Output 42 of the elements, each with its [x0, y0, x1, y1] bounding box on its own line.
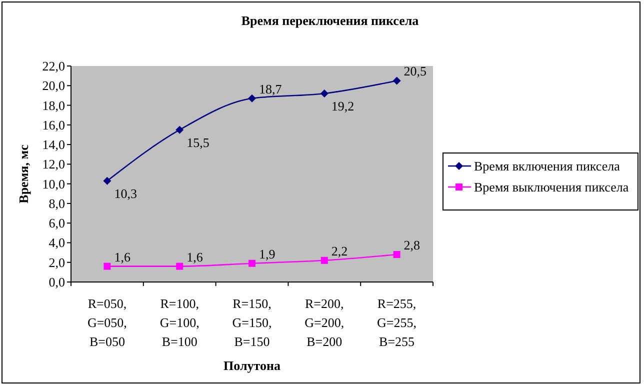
- x-tick-label: R=050, G=050, B=050: [87, 296, 127, 349]
- point: [103, 176, 112, 185]
- y-tick-label: 8,0: [48, 196, 65, 211]
- data-label: 1,6: [186, 249, 204, 264]
- y-tick-label: 18,0: [42, 98, 65, 113]
- data-label: 2,8: [404, 238, 420, 253]
- point: [176, 126, 184, 134]
- x-tick-label: R=100, G=100, B=100: [160, 296, 200, 349]
- data-label: 20,5: [404, 64, 427, 79]
- x-tick-label: R=255, G=255, B=255: [377, 296, 417, 349]
- point: [320, 89, 328, 98]
- data-label: 2,2: [331, 243, 348, 258]
- legend-label: Время включения пиксела: [474, 158, 620, 174]
- legend-label: Время выключения пиксела: [474, 180, 629, 194]
- y-axis-title: Время, мс: [16, 144, 31, 204]
- point: [320, 256, 328, 264]
- y-tick-label: 2,0: [48, 254, 65, 270]
- y-tick-label: 10,0: [42, 176, 65, 192]
- data-label: 10,3: [114, 186, 137, 201]
- data-label: 19,2: [331, 98, 354, 114]
- y-tick-label: 4,0: [48, 235, 65, 250]
- y-tick-label: 6,0: [48, 216, 65, 231]
- point: [104, 262, 111, 270]
- y-tick-label: 14,0: [42, 137, 65, 152]
- data-label: 1,9: [259, 246, 276, 262]
- chart-title: Время переключения пиксела: [241, 13, 420, 28]
- data-label: 1,6: [114, 249, 131, 264]
- data-label: 18,7: [259, 81, 282, 96]
- data-label: 15,5: [186, 134, 210, 150]
- x-tick-label: R=200, G=200, B=200: [304, 296, 344, 349]
- y-tick-label: 22,0: [42, 58, 65, 74]
- x-axis-title: Полутона: [224, 358, 281, 373]
- point: [248, 260, 256, 267]
- point: [393, 251, 400, 258]
- point: [248, 94, 256, 102]
- point: [392, 76, 401, 85]
- y-tick-label: 12,0: [42, 156, 65, 172]
- y-tick-label: 20,0: [42, 78, 65, 94]
- point: [176, 262, 184, 270]
- x-tick-label: R=150, G=150, B=150: [232, 296, 272, 349]
- y-tick-label: 16,0: [42, 117, 65, 132]
- y-tick-label: 0,0: [48, 274, 65, 290]
